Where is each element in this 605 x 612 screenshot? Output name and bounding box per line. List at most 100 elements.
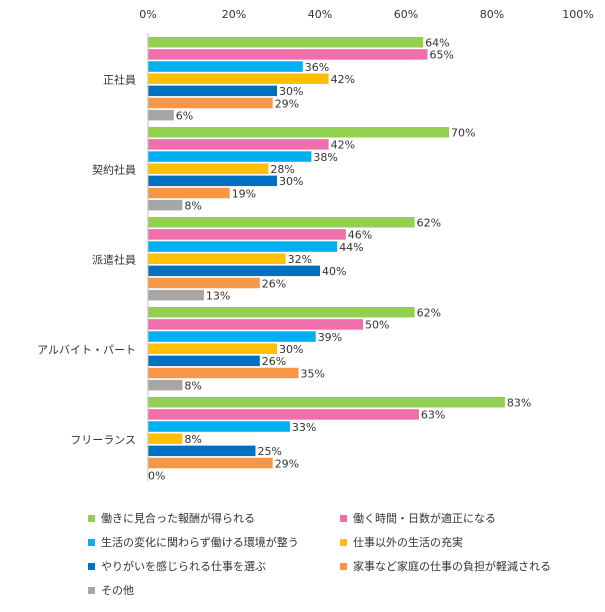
data-label: 39% xyxy=(318,331,342,344)
bar xyxy=(148,109,174,121)
bar xyxy=(148,187,230,199)
category-label: 契約社員 xyxy=(92,163,136,177)
data-label: 13% xyxy=(206,289,230,302)
bar xyxy=(148,199,183,211)
data-label: 38% xyxy=(313,151,337,164)
bar xyxy=(148,265,320,277)
category-label: フリーランス xyxy=(70,434,136,447)
data-label: 8% xyxy=(184,379,201,392)
x-tick-label: 100% xyxy=(562,8,593,21)
data-label: 25% xyxy=(258,445,282,458)
data-label: 36% xyxy=(305,61,329,74)
bar xyxy=(148,343,277,354)
data-label: 40% xyxy=(322,265,346,278)
bar xyxy=(148,139,329,150)
legend-item: 働く時間・日数が適正になる xyxy=(340,510,496,526)
x-tick-label: 20% xyxy=(222,8,246,21)
legend-swatch xyxy=(340,514,347,522)
data-label: 30% xyxy=(279,175,303,188)
data-label: 8% xyxy=(184,199,201,212)
legend-label: 家事など家庭の仕事の負担が軽減される xyxy=(353,560,551,573)
data-label: 65% xyxy=(430,49,454,62)
x-tick-label: 60% xyxy=(394,8,418,21)
data-label: 6% xyxy=(176,109,193,122)
data-label: 0% xyxy=(148,469,165,482)
bar xyxy=(148,127,449,138)
bar xyxy=(148,175,277,187)
legend-label: 働く時間・日数が適正になる xyxy=(353,512,496,525)
legend-swatch xyxy=(88,586,95,594)
legend: 働きに見合った報酬が得られる 働く時間・日数が適正になる生活の変化に関わらず働ける… xyxy=(88,510,588,606)
data-label: 29% xyxy=(275,97,299,110)
legend-swatch xyxy=(88,538,95,546)
category-label: 派遣社員 xyxy=(92,253,136,267)
bar xyxy=(148,289,204,301)
bar xyxy=(148,277,260,289)
bar xyxy=(148,163,269,174)
data-label: 42% xyxy=(331,139,355,152)
data-label: 29% xyxy=(275,457,299,470)
bar xyxy=(148,379,183,391)
data-label: 19% xyxy=(232,187,256,200)
data-label: 32% xyxy=(288,253,312,266)
x-tick-label: 80% xyxy=(480,8,504,21)
legend-label: やりがいを感じられる仕事を選ぶ xyxy=(101,560,266,573)
data-label: 62% xyxy=(417,217,441,230)
bar xyxy=(148,319,363,330)
bar xyxy=(148,37,424,48)
bar xyxy=(148,49,428,60)
legend-item: やりがいを感じられる仕事を選ぶ xyxy=(88,558,266,574)
data-label: 30% xyxy=(279,85,303,98)
legend-item: 家事など家庭の仕事の負担が軽減される xyxy=(340,558,551,574)
bar xyxy=(148,421,290,432)
bar xyxy=(148,97,273,109)
data-label: 46% xyxy=(348,229,372,242)
legend-swatch xyxy=(340,538,347,546)
legend-swatch xyxy=(88,562,95,570)
data-label: 28% xyxy=(270,163,294,176)
data-label: 70% xyxy=(451,127,475,140)
bar xyxy=(148,217,415,228)
x-tick-label: 40% xyxy=(308,8,332,21)
data-label: 35% xyxy=(301,367,325,380)
x-tick-label: 0% xyxy=(139,8,156,21)
data-label: 42% xyxy=(331,73,355,86)
data-label: 83% xyxy=(507,397,531,410)
bar xyxy=(148,355,260,367)
data-label: 26% xyxy=(262,355,286,368)
bar xyxy=(148,85,277,97)
legend-item: 仕事以外の生活の充実 xyxy=(340,534,463,550)
bar xyxy=(148,73,329,84)
data-label: 8% xyxy=(184,433,201,446)
legend-item: その他 xyxy=(88,582,134,598)
data-label: 44% xyxy=(339,241,363,254)
legend-swatch xyxy=(340,562,347,570)
data-label: 33% xyxy=(292,421,316,434)
bar xyxy=(148,151,312,162)
bar xyxy=(148,61,303,72)
bar xyxy=(148,253,286,264)
legend-item: 生活の変化に関わらず働ける環境が整う xyxy=(88,534,299,550)
legend-item: 働きに見合った報酬が得られる xyxy=(88,510,255,526)
bar xyxy=(148,397,505,408)
legend-swatch xyxy=(88,514,95,522)
category-label: 正社員 xyxy=(103,73,136,87)
legend-label: 生活の変化に関わらず働ける環境が整う xyxy=(101,536,299,549)
bar xyxy=(148,307,415,318)
data-label: 50% xyxy=(365,319,389,332)
legend-label: その他 xyxy=(101,584,134,597)
data-label: 62% xyxy=(417,307,441,320)
data-label: 64% xyxy=(425,37,449,50)
bar xyxy=(148,241,338,252)
legend-label: 働きに見合った報酬が得られる xyxy=(101,512,255,525)
bar xyxy=(148,229,346,240)
bar xyxy=(148,445,256,457)
bar xyxy=(148,457,273,469)
data-label: 26% xyxy=(262,277,286,290)
bar xyxy=(148,409,419,420)
data-label: 30% xyxy=(279,343,303,356)
bar xyxy=(148,433,183,444)
bar xyxy=(148,367,299,379)
category-label: アルバイト・パート xyxy=(37,344,136,357)
